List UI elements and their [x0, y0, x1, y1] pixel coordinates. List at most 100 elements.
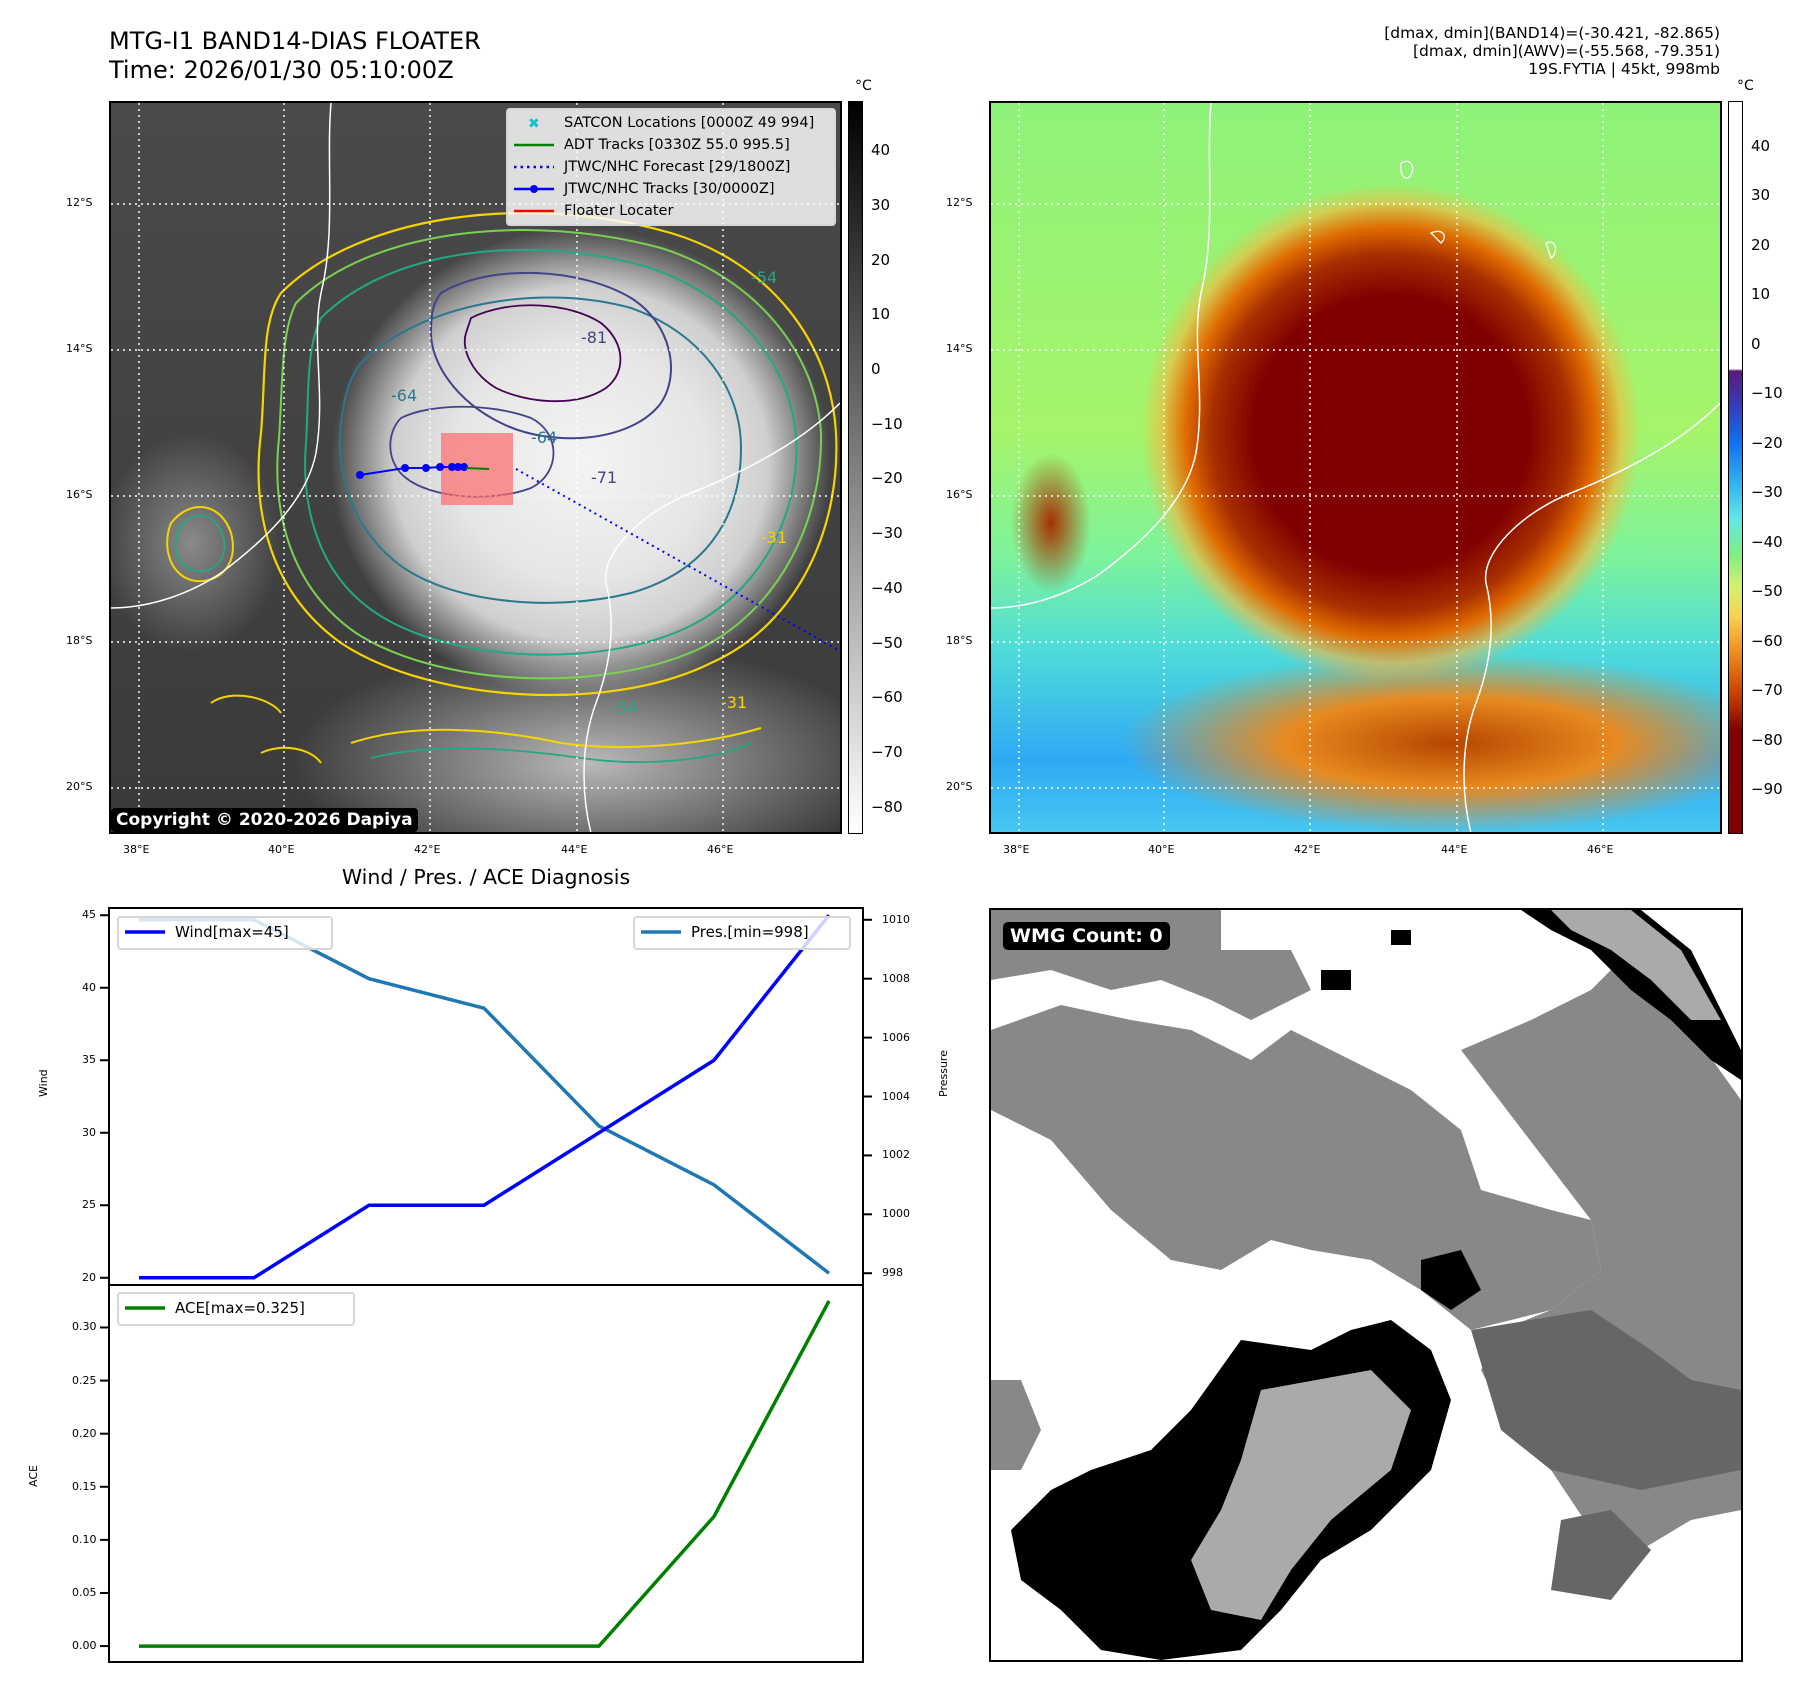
colorbar-tick-label: −80: [1751, 730, 1783, 749]
forecast-track: [515, 468, 840, 652]
awv-map-overlay: [991, 103, 1720, 832]
lon-tick-label: 44°E: [561, 843, 588, 856]
colorbar-tick-label: −20: [871, 469, 903, 488]
lat-tick-label: 16°S: [946, 488, 973, 501]
pressure-tick-label: 1000: [882, 1207, 910, 1221]
contour-label: -31: [721, 693, 747, 712]
ace-tick-label: 0.05: [72, 1585, 97, 1599]
svg-text:✖: ✖: [528, 116, 540, 130]
lat-tick-label: 16°S: [66, 488, 93, 501]
lat-tick-label: 12°S: [66, 196, 93, 209]
contour-label: -54: [611, 698, 637, 717]
colorbar-tick-label: 10: [871, 305, 891, 324]
colorbar-tick-label: −90: [1751, 780, 1783, 799]
info-band14: [dmax, dmin](BAND14)=(-30.421, -82.865): [1384, 24, 1720, 42]
coastline: [991, 103, 1212, 609]
colorbar-tick-label: −80: [871, 797, 903, 816]
ace-axes: [108, 1284, 864, 1663]
pressure-tick-label: 1002: [882, 1148, 910, 1162]
wind-axis-label: Wind: [37, 1069, 50, 1097]
wind-legend: Wind[max=45]: [117, 916, 333, 950]
colorbar-tick-label: 30: [871, 195, 891, 214]
diagnosis-title: Wind / Pres. / ACE Diagnosis: [341, 865, 631, 889]
lon-tick-label: 46°E: [707, 843, 734, 856]
lon-tick-label: 38°E: [123, 843, 150, 856]
colorbar-tick-label: −70: [1751, 681, 1783, 700]
pressure-line: [139, 918, 831, 1275]
colorbar-tick-label: 10: [1751, 285, 1771, 304]
wind-line: [139, 914, 831, 1280]
ace-tick-label: 0.30: [72, 1320, 97, 1334]
awv-colorbar: [1728, 101, 1743, 834]
contour-label: -54: [751, 268, 777, 287]
lat-tick-label: 14°S: [946, 342, 973, 355]
colorbar-tick-label: −10: [1751, 384, 1783, 403]
pressure-tick-label: 1006: [882, 1030, 910, 1044]
ace-tick-label: 0.00: [72, 1639, 97, 1653]
legend-item-floater: Floater Locater: [508, 200, 834, 222]
colorbar-tick-label: −70: [871, 742, 903, 761]
wmg-raster: [991, 910, 1741, 1660]
wind-line-icon: [125, 925, 165, 939]
dotted-line-icon: [514, 160, 554, 174]
colorbar-tick-label: −20: [1751, 433, 1783, 452]
pressure-axis-label: Pressure: [937, 1050, 950, 1097]
lat-tick-label: 18°S: [946, 634, 973, 647]
coastline: [111, 103, 332, 609]
ir-satellite-map: -81 -64 -54 -31 -71 -64 -54 -31 Copyrigh…: [109, 101, 842, 834]
wmg-count-badge: WMG Count: 0: [1003, 922, 1170, 950]
wmg-panel: WMG Count: 0: [989, 908, 1743, 1662]
coastline-madagascar: [1463, 402, 1720, 832]
coastline-madagascar: [583, 402, 840, 832]
lat-tick-label: 12°S: [946, 196, 973, 209]
legend-item-forecast: JTWC/NHC Forecast [29/1800Z]: [508, 156, 834, 178]
pressure-tick-label: 1010: [882, 912, 910, 926]
colorbar-tick-label: 40: [871, 141, 891, 160]
legend-item-adt: ADT Tracks [0330Z 55.0 995.5]: [508, 134, 834, 156]
wind-tick-label: 40: [82, 980, 96, 994]
lon-tick-label: 42°E: [1294, 843, 1321, 856]
colorbar-tick-label: −50: [871, 633, 903, 652]
pressure-legend: Pres.[min=998]: [633, 916, 851, 950]
ace-tick-label: 0.20: [72, 1426, 97, 1440]
ace-legend: ACE[max=0.325]: [117, 1292, 355, 1326]
wind-tick-label: 25: [82, 1198, 96, 1212]
wind-tick-label: 45: [82, 908, 96, 922]
map-gridlines: [111, 103, 840, 832]
lon-tick-label: 44°E: [1441, 843, 1468, 856]
ace-tick-label: 0.15: [72, 1479, 97, 1493]
colorbar-tick-label: 20: [1751, 235, 1771, 254]
colorbar-tick-label: −60: [871, 688, 903, 707]
solid-line-icon: [514, 138, 554, 152]
lon-tick-label: 40°E: [1148, 843, 1175, 856]
colorbar-tick-label: 40: [1751, 136, 1771, 155]
lat-tick-label: 14°S: [66, 342, 93, 355]
contour-label: -81: [581, 328, 607, 347]
colorbar-tick-label: 20: [871, 250, 891, 269]
pressure-tick-label: 998: [882, 1266, 903, 1280]
map-legend: ✖ SATCON Locations [0000Z 49 994] ADT Tr…: [506, 108, 836, 226]
wind-pressure-axes: [108, 907, 864, 1286]
contour-label: -64: [531, 428, 557, 447]
pressure-line-icon: [641, 925, 681, 939]
lon-tick-label: 42°E: [414, 843, 441, 856]
legend-item-tracks: JTWC/NHC Tracks [30/0000Z]: [508, 178, 834, 200]
colorbar-tick-label: −40: [871, 578, 903, 597]
ir-map-overlay: -81 -64 -54 -31 -71 -64 -54 -31: [111, 103, 840, 832]
awv-colorbar-unit: °C: [1737, 78, 1754, 94]
lat-tick-label: 20°S: [946, 780, 973, 793]
info-storm: 19S.FYTIA | 45kt, 998mb: [1528, 60, 1720, 78]
red-line-icon: [514, 204, 554, 218]
lon-tick-label: 46°E: [1587, 843, 1614, 856]
colorbar-tick-label: −10: [871, 414, 903, 433]
lon-tick-label: 40°E: [268, 843, 295, 856]
ace-legend-label: ACE[max=0.325]: [175, 1299, 305, 1317]
contour-label: -64: [391, 386, 417, 405]
info-awv: [dmax, dmin](AWV)=(-55.568, -79.351): [1413, 42, 1720, 60]
x-marker-icon: ✖: [514, 116, 554, 130]
ace-axis-label: ACE: [27, 1465, 40, 1487]
wind-legend-label: Wind[max=45]: [175, 923, 289, 941]
wind-tick-label: 30: [82, 1125, 96, 1139]
pressure-tick-label: 1008: [882, 971, 910, 985]
wind-tick-label: 35: [82, 1053, 96, 1067]
